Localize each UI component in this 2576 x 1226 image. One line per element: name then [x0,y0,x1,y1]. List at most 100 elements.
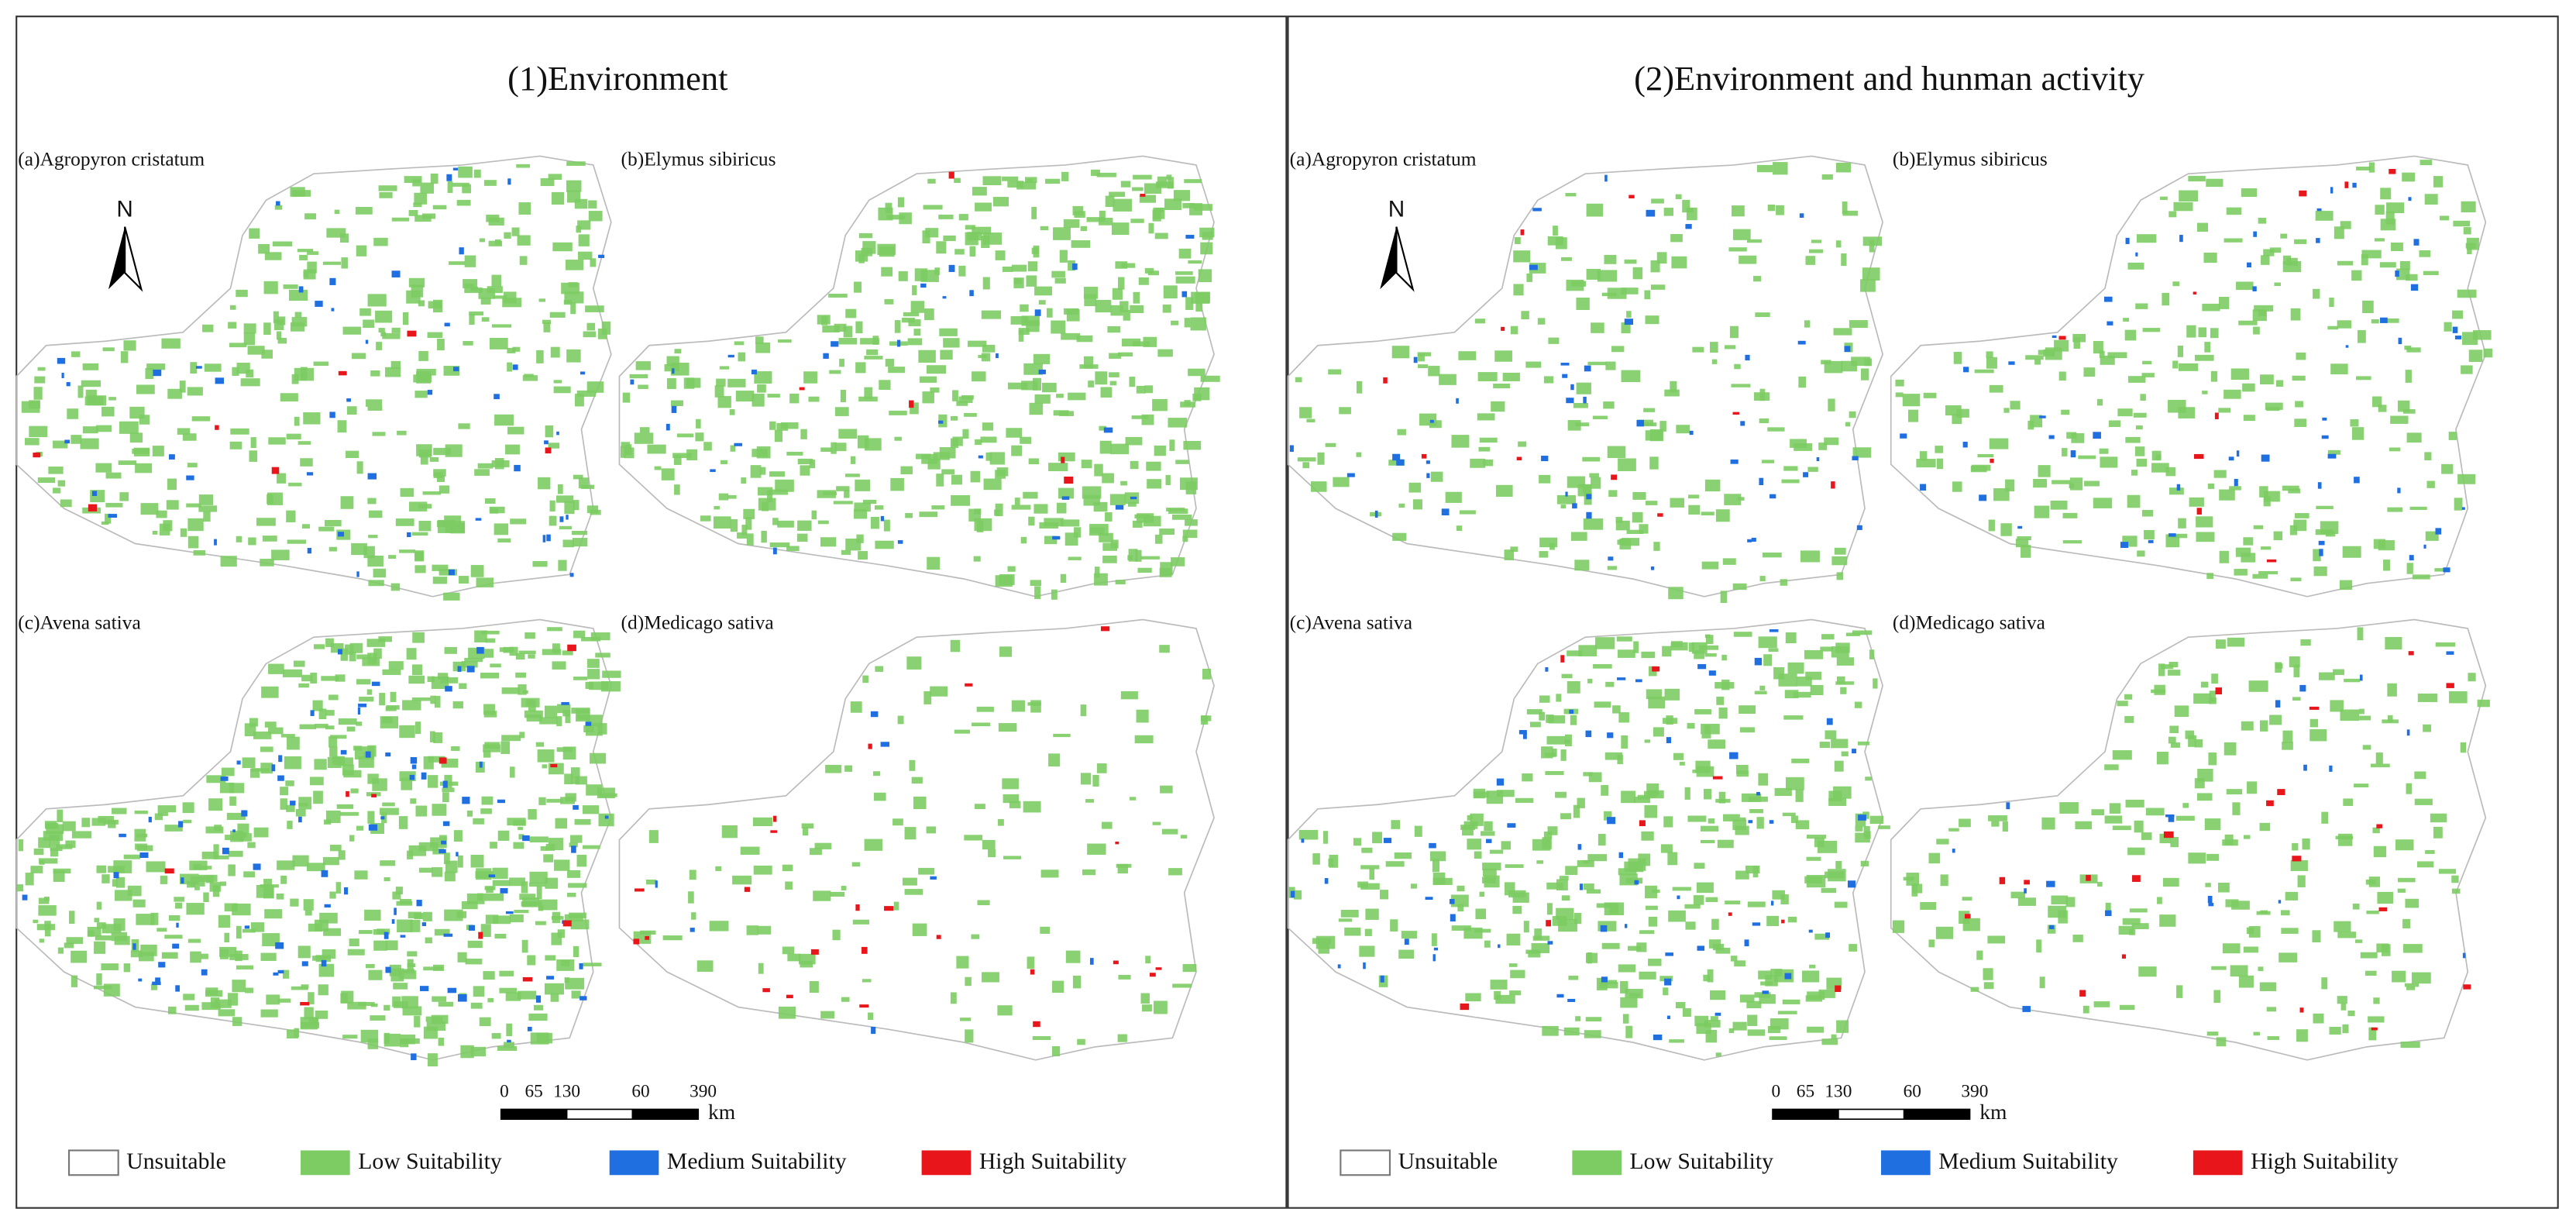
low-suitability-patch [1959,818,1971,828]
low-suitability-patch [518,834,524,840]
low-suitability-patch [817,520,829,525]
low-suitability-patch [730,445,736,452]
low-suitability-patch [229,343,247,348]
low-suitability-patch [1523,921,1529,933]
medium-suitability-patch [1585,730,1592,738]
low-suitability-patch [2357,627,2364,641]
low-suitability-patch [787,953,801,962]
low-suitability-patch [1715,947,1731,954]
low-suitability-patch [2296,1029,2308,1042]
low-suitability-patch [1767,1025,1781,1034]
low-suitability-patch [2072,935,2083,942]
low-suitability-patch [938,214,954,219]
low-suitability-patch [2210,328,2219,339]
low-suitability-patch [2313,549,2321,562]
low-suitability-patch [1745,865,1760,874]
low-suitability-patch [146,861,166,873]
medium-suitability-patch [457,994,467,1002]
medium-suitability-patch [546,976,555,980]
low-suitability-patch [1860,368,1869,381]
map [618,155,1220,600]
low-suitability-patch [1051,320,1066,334]
low-suitability-patch [894,320,901,333]
high-suitability-patch [2132,875,2141,882]
low-suitability-patch [1007,382,1028,390]
scale-label: 130 [553,1082,580,1102]
low-suitability-patch [288,482,302,487]
low-suitability-patch [817,315,831,325]
legend-swatch [1881,1150,1931,1176]
low-suitability-patch [1651,198,1664,204]
low-suitability-patch [913,796,927,809]
low-suitability-patch [969,246,976,257]
low-suitability-patch [1508,963,1518,967]
medium-suitability-patch [331,308,335,312]
low-suitability-patch [1865,777,1872,781]
low-suitability-patch [2261,255,2270,265]
low-suitability-patch [480,672,500,679]
low-suitability-patch [2327,449,2340,455]
low-suitability-patch [862,675,868,684]
low-suitability-patch [918,350,936,363]
low-suitability-patch [2318,672,2335,680]
low-suitability-patch [548,443,560,449]
low-suitability-patch [1637,794,1649,800]
low-suitability-patch [885,202,892,214]
low-suitability-patch [538,797,546,805]
low-suitability-patch [1794,443,1813,451]
low-suitability-patch [367,498,377,505]
low-suitability-patch [137,845,153,852]
low-suitability-patch [521,939,528,953]
low-suitability-patch [2282,485,2299,491]
low-suitability-patch [646,879,657,885]
low-suitability-patch [939,328,958,336]
low-suitability-patch [2292,697,2301,701]
low-suitability-patch [1821,174,1833,180]
low-suitability-patch [1138,277,1149,285]
low-suitability-patch [648,830,659,843]
low-suitability-patch [843,325,853,338]
low-suitability-patch [743,508,755,519]
low-suitability-patch [208,798,223,811]
low-suitability-patch [2156,751,2168,765]
low-suitability-patch [187,938,201,943]
low-suitability-patch [411,284,424,298]
low-suitability-patch [943,235,956,242]
low-suitability-patch [841,549,851,555]
low-suitability-patch [219,949,229,959]
medium-suitability-patch [298,816,302,823]
low-suitability-patch [313,790,323,804]
low-suitability-patch [2438,869,2456,874]
low-suitability-patch [1694,650,1705,659]
low-suitability-patch [287,821,293,829]
low-suitability-patch [573,538,588,547]
low-suitability-patch [1136,385,1146,394]
high-suitability-patch [2024,880,2030,885]
low-suitability-patch [312,956,326,961]
low-suitability-patch [1991,821,2000,827]
low-suitability-patch [634,432,654,444]
low-suitability-patch [1782,999,1800,1004]
low-suitability-patch [1729,325,1739,339]
low-suitability-patch [521,901,537,907]
low-suitability-patch [585,681,593,689]
low-suitability-patch [2426,480,2435,488]
low-suitability-patch [436,475,445,482]
high-suitability-patch [1611,474,1618,480]
low-suitability-patch [983,478,1002,491]
low-suitability-patch [927,556,941,570]
low-suitability-patch [1953,352,1962,364]
low-suitability-patch [801,823,814,829]
medium-suitability-patch [2406,729,2410,736]
low-suitability-patch [282,669,302,677]
low-suitability-patch [1526,709,1543,715]
low-suitability-patch [1154,534,1163,544]
low-suitability-patch [1140,993,1150,1004]
low-suitability-patch [464,255,476,267]
low-suitability-patch [1118,277,1125,290]
low-suitability-patch [2260,910,2268,914]
low-suitability-patch [412,632,425,643]
map [618,618,1215,1061]
low-suitability-patch [2404,983,2420,987]
low-suitability-patch [2226,207,2242,215]
